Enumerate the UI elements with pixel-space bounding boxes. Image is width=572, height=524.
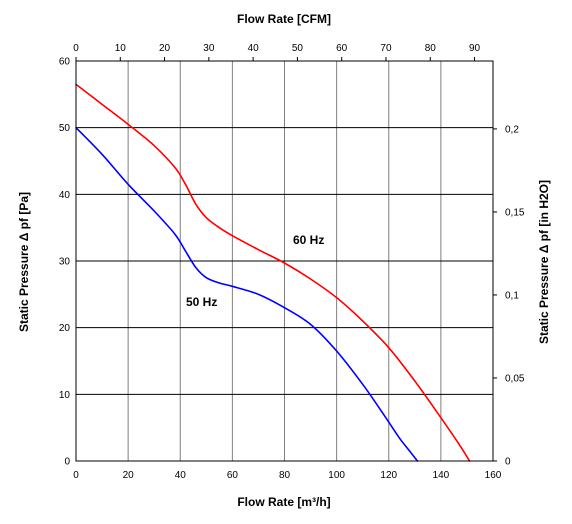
- left-y-tick-label: 60: [59, 57, 71, 68]
- right-y-tick-label: 0: [505, 457, 511, 468]
- left-y-axis-title: Static Pressure Δ pf [Pa]: [17, 192, 31, 332]
- series-line-50hz: [75, 126, 419, 462]
- gridlines: [76, 61, 493, 461]
- bottom-x-tick-label: 120: [380, 470, 397, 481]
- right-y-tick-label: 0,15: [505, 207, 525, 218]
- top-x-tick-label: 70: [380, 43, 392, 54]
- bottom-x-tick-label: 80: [279, 470, 291, 481]
- series-lines: [75, 83, 471, 462]
- series-label-50hz: 50 Hz: [186, 295, 217, 309]
- top-x-tick-label: 90: [469, 43, 481, 54]
- top-x-tick-label: 40: [248, 43, 260, 54]
- right-y-tick-label: 0,1: [505, 290, 519, 301]
- bottom-x-tick-label: 40: [175, 470, 187, 481]
- right-y-tick-label: 0,2: [505, 124, 519, 135]
- left-y-tick-label: 10: [59, 390, 71, 401]
- right-y-axis-title: Static Pressure Δ pf [in H2O]: [537, 180, 551, 344]
- top-x-tick-label: 60: [336, 43, 348, 54]
- plot-frame: [75, 60, 494, 462]
- right-y-tick-label: 0,05: [505, 373, 525, 384]
- bottom-x-tick-label: 160: [485, 470, 502, 481]
- left-y-tick-label: 20: [59, 323, 71, 334]
- top-x-tick-label: 80: [425, 43, 437, 54]
- top-x-tick-label: 10: [115, 43, 127, 54]
- top-x-tick-label: 20: [159, 43, 171, 54]
- left-y-tick-label: 50: [59, 123, 71, 134]
- bottom-x-axis-title: Flow Rate [m³/h]: [237, 495, 330, 509]
- bottom-x-tick-label: 0: [73, 470, 79, 481]
- series-line-60hz: [75, 83, 471, 462]
- bottom-x-tick-label: 60: [227, 470, 239, 481]
- left-y-tick-label: 0: [64, 457, 70, 468]
- top-x-tick-label: 50: [292, 43, 304, 54]
- top-x-tick-label: 0: [73, 43, 79, 54]
- top-x-axis-title: Flow Rate [CFM]: [237, 12, 331, 26]
- bottom-x-tick-label: 100: [328, 470, 345, 481]
- top-x-tick-label: 30: [203, 43, 215, 54]
- bottom-x-tick-label: 20: [123, 470, 135, 481]
- bottom-x-tick-label: 140: [433, 470, 450, 481]
- left-y-tick-label: 30: [59, 257, 71, 268]
- series-label-60hz: 60 Hz: [293, 233, 324, 247]
- left-y-tick-label: 40: [59, 190, 71, 201]
